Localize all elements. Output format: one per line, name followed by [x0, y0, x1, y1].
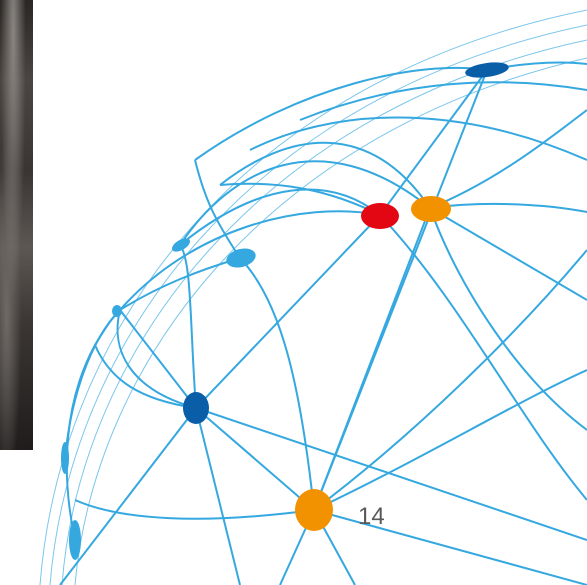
node-dark-blue	[183, 392, 209, 424]
node-light-blue-small	[171, 238, 191, 252]
globe-network-lines	[59, 61, 587, 585]
photo-strip	[0, 0, 33, 450]
node-light-blue-tiny	[112, 305, 122, 317]
node-light-blue-left	[61, 442, 69, 474]
node-red	[361, 203, 399, 229]
node-light-blue-mid	[226, 248, 256, 268]
node-light-blue-bottom-left	[69, 520, 81, 560]
page-number: 14	[358, 503, 385, 530]
node-dark-blue-top	[465, 62, 509, 78]
node-orange-top	[411, 196, 451, 222]
node-orange-bottom	[295, 489, 333, 531]
